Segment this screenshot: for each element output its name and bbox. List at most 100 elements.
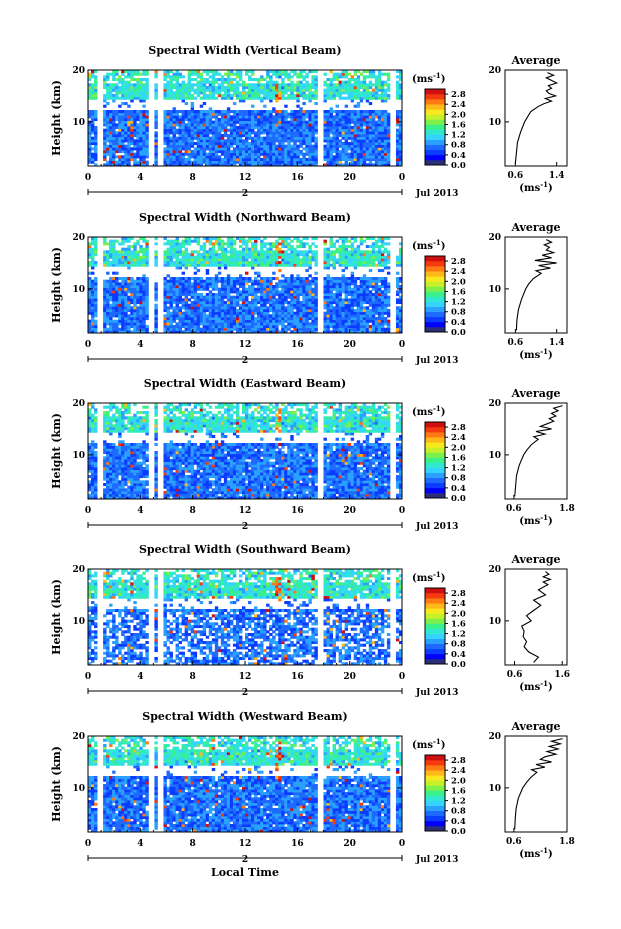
heatmap-cell (172, 287, 176, 291)
heatmap-cell (184, 142, 189, 146)
heatmap-cell (238, 70, 243, 74)
heatmap-cell (251, 118, 255, 122)
heatmap-cell (106, 298, 110, 302)
heatmap-cell (130, 298, 134, 302)
y-tick-label: 20 (72, 66, 85, 76)
heatmap-cell (344, 75, 349, 79)
heatmap-cell (223, 131, 228, 135)
heatmap-cell (196, 123, 201, 127)
heatmap-cell (214, 78, 219, 82)
heatmap-cell (235, 330, 240, 334)
heatmap-cell (272, 245, 276, 249)
heatmap-cell (248, 75, 252, 79)
heatmap-cell (296, 123, 300, 127)
heatmap-cell (329, 303, 333, 307)
heatmap-cell (314, 163, 318, 167)
heatmap-cell (314, 245, 318, 249)
heatmap-cell (241, 160, 246, 164)
heatmap-cell (335, 91, 339, 95)
heatmap-cell (281, 293, 285, 297)
heatmap-cell (214, 295, 219, 299)
heatmap-cell (365, 144, 370, 148)
heatmap-cell (238, 142, 243, 146)
heatmap-cell (118, 303, 122, 307)
heatmap-cell (220, 277, 225, 281)
heatmap-cell (329, 317, 333, 321)
heatmap-cell (118, 158, 122, 162)
heatmap-cell (278, 160, 282, 164)
heatmap-cell (232, 155, 237, 159)
heatmap-cell (374, 150, 379, 154)
heatmap-cell (311, 86, 315, 90)
heatmap-cell (199, 128, 204, 132)
heatmap-cell (124, 110, 128, 114)
heatmap-cell (106, 330, 110, 334)
heatmap-cell (323, 319, 327, 323)
heatmap-cell (238, 139, 243, 143)
heatmap-cell (127, 245, 131, 249)
heatmap-cell (245, 279, 249, 283)
heatmap-cell (166, 128, 170, 132)
heatmap-cell (245, 83, 249, 87)
heatmap-cell (362, 158, 367, 162)
heatmap-cell (293, 126, 297, 130)
heatmap-cell (257, 80, 261, 84)
heatmap-cell (205, 88, 210, 92)
heatmap-cell (353, 83, 358, 87)
heatmap-cell (287, 155, 291, 159)
heatmap-cell (248, 88, 252, 92)
heatmap-cell (103, 303, 107, 307)
heatmap-cell (254, 250, 258, 254)
heatmap-cell (223, 317, 228, 321)
heatmap-cell (175, 72, 179, 76)
heatmap-cell (214, 72, 219, 76)
heatmap-cell (130, 142, 134, 146)
heatmap-cell (163, 115, 167, 119)
heatmap-cell (299, 322, 303, 326)
heatmap-cell (290, 150, 294, 154)
heatmap-cell (398, 72, 403, 76)
heatmap-cell (211, 94, 216, 98)
heatmap-cell (211, 131, 216, 135)
heatmap-cell (232, 158, 237, 162)
heatmap-cell (175, 277, 179, 281)
heatmap-cell (293, 319, 297, 323)
heatmap-cell (112, 123, 116, 127)
heatmap-cell (377, 139, 382, 143)
heatmap-cell (136, 314, 140, 318)
heatmap-cell (109, 94, 113, 98)
heatmap-cell (311, 160, 315, 164)
heatmap-cell (169, 158, 173, 162)
heatmap-cell (154, 112, 158, 116)
heatmap-cell (196, 112, 201, 116)
heatmap-cell (302, 147, 306, 151)
heatmap-cell (238, 306, 243, 310)
heatmap-cell (323, 144, 327, 148)
heatmap-cell (314, 271, 318, 275)
heatmap-cell (196, 309, 201, 313)
heatmap-cell (302, 245, 306, 249)
heatmap-cell (293, 287, 297, 291)
heatmap-cell (211, 250, 216, 254)
heatmap-cell (335, 144, 339, 148)
heatmap-cell (166, 70, 170, 74)
heatmap-cell (208, 253, 213, 257)
heatmap-cell (248, 155, 252, 159)
heatmap-cell (142, 253, 146, 257)
heatmap-cell (145, 118, 149, 122)
heatmap-cell (278, 301, 282, 305)
heatmap-cell (302, 295, 306, 299)
heatmap-cell (326, 279, 330, 283)
heatmap-cell (235, 325, 240, 329)
heatmap-cell (305, 253, 309, 257)
heatmap-cell (205, 128, 210, 132)
heatmap-cell (211, 295, 216, 299)
heatmap-cell (202, 325, 207, 329)
heatmap-cell (118, 261, 122, 265)
heatmap-cell (136, 88, 140, 92)
heatmap-cell (365, 86, 370, 90)
heatmap-cell (365, 158, 370, 162)
heatmap-cell (281, 136, 285, 140)
heatmap-cell (235, 118, 240, 122)
heatmap-cell (326, 247, 330, 251)
